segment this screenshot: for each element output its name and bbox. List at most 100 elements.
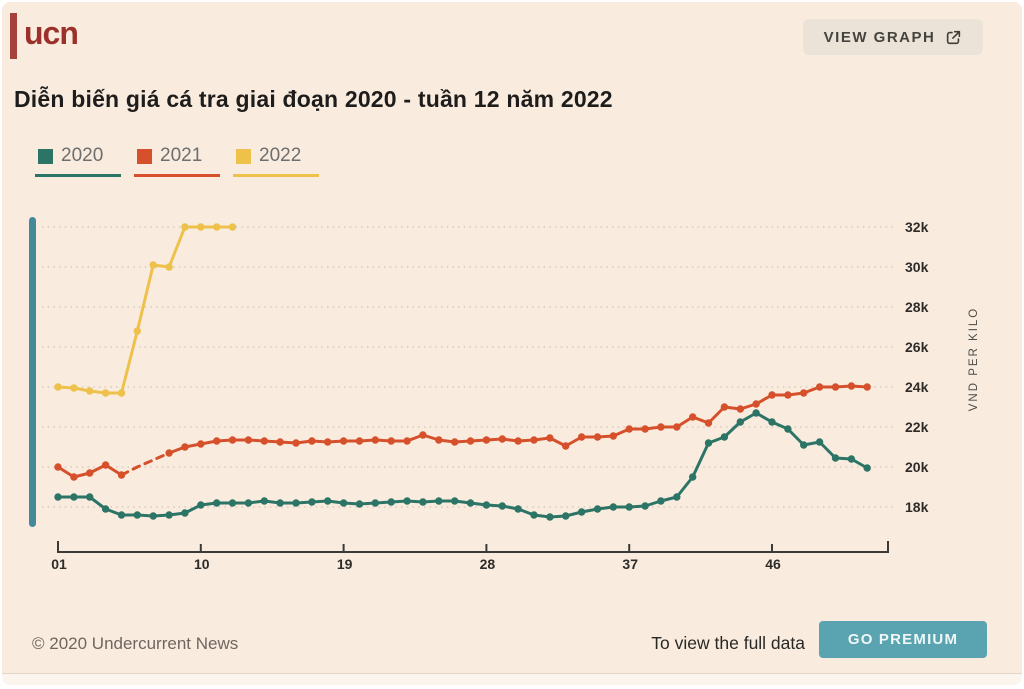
legend-item-2021[interactable]: 2021 xyxy=(134,145,220,177)
legend-label: 2020 xyxy=(61,145,104,166)
series-point-2020 xyxy=(165,511,173,519)
series-point-2020 xyxy=(244,499,253,507)
x-tick-label: 19 xyxy=(337,556,353,572)
series-point-2021 xyxy=(784,391,792,399)
series-point-2020 xyxy=(371,499,379,507)
series-point-2020 xyxy=(673,493,681,501)
legend-item-2022[interactable]: 2022 xyxy=(233,145,319,177)
series-point-2021 xyxy=(54,463,62,471)
view-graph-label: VIEW GRAPH xyxy=(823,28,936,46)
series-point-2020 xyxy=(451,497,459,505)
series-point-2020 xyxy=(752,409,760,417)
series-point-2021 xyxy=(387,437,395,445)
series-point-2021 xyxy=(752,400,760,408)
series-point-2020 xyxy=(546,513,554,521)
series-point-2020 xyxy=(815,438,824,446)
series-point-2021 xyxy=(371,436,379,444)
series-point-2020 xyxy=(498,502,506,510)
legend-swatch xyxy=(137,148,152,164)
chart-scrollbar-handle[interactable] xyxy=(29,217,36,527)
series-point-2020 xyxy=(181,509,189,517)
series-point-2020 xyxy=(70,493,78,501)
series-point-2021 xyxy=(720,403,729,411)
series-point-2022 xyxy=(117,389,126,397)
series-point-2021 xyxy=(641,425,649,433)
y-tick-label: 24k xyxy=(905,379,929,395)
y-tick-label: 30k xyxy=(905,259,929,275)
series-point-2020 xyxy=(768,418,776,426)
series-point-2021 xyxy=(403,437,411,445)
series-point-2021 xyxy=(593,433,602,441)
series-point-2021 xyxy=(276,438,284,446)
series-point-2021 xyxy=(213,437,221,445)
series-point-2020 xyxy=(213,499,221,507)
series-point-2021 xyxy=(165,449,173,457)
series-point-2022 xyxy=(197,223,205,231)
series-point-2022 xyxy=(181,223,189,231)
x-tick-label: 46 xyxy=(765,556,781,572)
series-point-2021 xyxy=(308,437,316,445)
series-point-2020 xyxy=(197,501,205,509)
series-point-2021 xyxy=(577,433,586,441)
series-point-2021 xyxy=(800,389,808,397)
legend: 2020 2021 2022 xyxy=(35,145,319,177)
series-point-2021 xyxy=(181,443,189,451)
divider xyxy=(2,673,1022,674)
logo[interactable]: ucn xyxy=(10,12,79,60)
series-point-2021 xyxy=(863,383,871,391)
series-point-2020 xyxy=(704,439,713,447)
legend-underline xyxy=(134,174,220,177)
series-point-2020 xyxy=(863,464,871,472)
x-tick-label: 10 xyxy=(194,556,210,572)
series-point-2021 xyxy=(482,436,491,444)
page-title: Diễn biến giá cá tra giai đoạn 2020 - tu… xyxy=(14,86,613,112)
series-point-2021 xyxy=(292,439,300,447)
series-point-2020 xyxy=(625,503,633,511)
series-point-2020 xyxy=(482,501,491,509)
series-point-2021 xyxy=(625,425,633,433)
series-point-2021 xyxy=(689,413,697,421)
series-point-2020 xyxy=(387,498,395,506)
series-point-2021 xyxy=(673,423,681,431)
series-point-2020 xyxy=(133,511,141,519)
series-point-2021 xyxy=(546,434,554,442)
series-point-2020 xyxy=(800,441,808,449)
series-point-2021 xyxy=(609,432,617,440)
x-tick-label: 01 xyxy=(51,556,67,572)
series-point-2020 xyxy=(530,511,538,519)
series-point-2021 xyxy=(228,436,237,444)
series-point-2020 xyxy=(593,505,602,513)
series-point-2021 xyxy=(815,383,824,391)
series-point-2022 xyxy=(165,263,173,271)
series-point-2020 xyxy=(784,425,792,433)
series-point-2021 xyxy=(244,436,253,444)
series-point-2020 xyxy=(831,454,840,462)
series-point-2021 xyxy=(435,436,443,444)
series-line-2020 xyxy=(56,411,869,519)
series-point-2021 xyxy=(704,419,713,427)
series-point-2021 xyxy=(451,438,459,446)
series-point-2020 xyxy=(101,505,110,513)
series-point-2020 xyxy=(435,497,443,505)
series-point-2022 xyxy=(213,223,221,231)
y-tick-label: 20k xyxy=(905,459,929,475)
y-tick-label: 32k xyxy=(905,219,929,235)
series-point-2020 xyxy=(292,499,300,507)
series-point-2021 xyxy=(530,436,538,444)
view-graph-button[interactable]: VIEW GRAPH xyxy=(803,19,983,55)
legend-item-2020[interactable]: 2020 xyxy=(35,145,121,177)
series-point-2022 xyxy=(133,327,141,335)
series-point-2020 xyxy=(339,499,348,507)
series-point-2020 xyxy=(720,433,729,441)
x-tick-label: 37 xyxy=(622,556,638,572)
y-tick-label: 28k xyxy=(905,299,929,315)
go-premium-button[interactable]: GO PREMIUM xyxy=(819,621,987,658)
series-point-2021 xyxy=(562,442,570,450)
legend-swatch xyxy=(38,148,53,164)
legend-swatch xyxy=(236,148,251,164)
series-point-2020 xyxy=(324,497,332,505)
series-point-2021 xyxy=(847,382,856,390)
series-point-2020 xyxy=(276,499,284,507)
series-point-2022 xyxy=(70,384,78,392)
